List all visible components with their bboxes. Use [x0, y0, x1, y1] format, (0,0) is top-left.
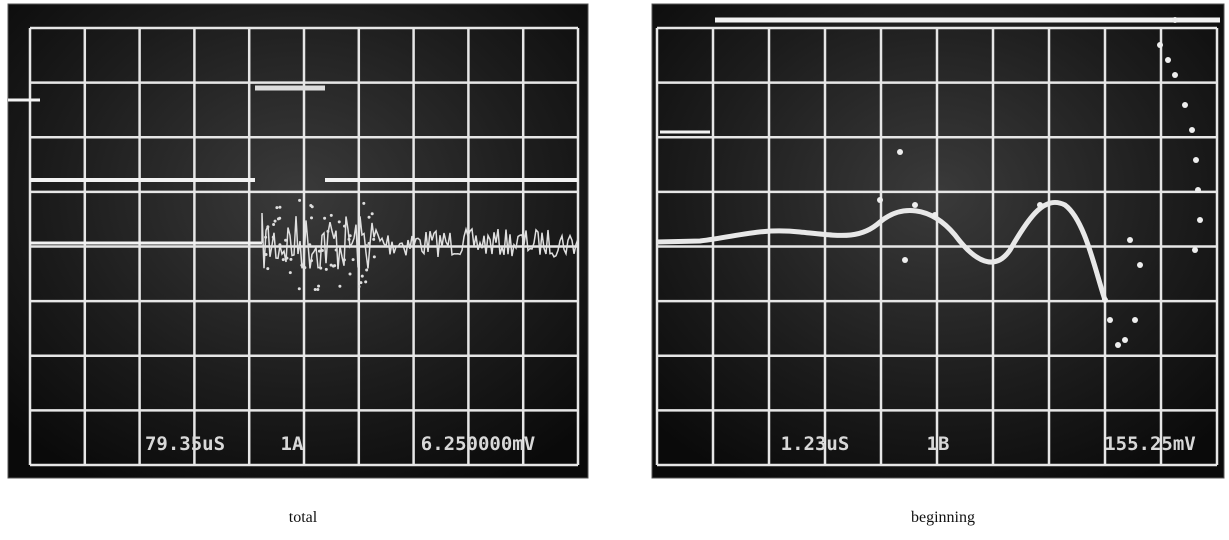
noise-dot [326, 229, 330, 233]
noise-dot [271, 235, 275, 239]
noise-dot [348, 272, 352, 276]
trace-dot [1189, 127, 1195, 133]
noise-dot [337, 220, 341, 224]
readout: 6.250000mV [421, 433, 535, 455]
noise-dot [281, 258, 285, 262]
trace-dot [1192, 247, 1198, 253]
trace-dot [1157, 42, 1163, 48]
noise-dot [347, 237, 351, 241]
noise-dot [324, 267, 328, 271]
caption: total [289, 509, 318, 526]
trace-dot [1172, 72, 1178, 78]
traces [8, 17, 1220, 301]
readouts: 79.35uS 1A 6.250000mV 1.23uS 1B 155.25mV [145, 433, 1196, 455]
noise-dot [273, 219, 277, 223]
trace-dot [1107, 317, 1113, 323]
readout: 155.25mV [1104, 433, 1196, 455]
noise-trace [261, 212, 579, 270]
noise-dot [372, 237, 376, 241]
noise-dot [362, 201, 366, 205]
noise-dot [334, 248, 338, 252]
noise-dot [289, 257, 293, 261]
noise-dot [333, 264, 337, 268]
trace-dot [877, 197, 883, 203]
noise-dot [365, 268, 369, 272]
noise-dot [284, 238, 288, 242]
noise [261, 17, 1203, 348]
noise-dot [308, 243, 312, 247]
noise-dot [275, 206, 279, 210]
trace-dot [1137, 262, 1143, 268]
noise-dot [367, 215, 371, 219]
noise-dot [351, 258, 355, 262]
noise-dot [298, 198, 302, 202]
noise-dot [278, 205, 282, 209]
trace-dot [1172, 17, 1178, 23]
trace-dot [1182, 102, 1188, 108]
noise-dot [309, 259, 313, 263]
noise-dot [310, 216, 314, 220]
trace-dot [1115, 342, 1121, 348]
noise-dot [343, 224, 347, 228]
trace-dot [1193, 157, 1199, 163]
noise-dot [309, 204, 313, 208]
trace [656, 199, 1108, 301]
noise-dot [317, 249, 321, 253]
noise-dot [370, 212, 374, 216]
noise-dot [367, 241, 371, 245]
noise-dot [303, 266, 307, 270]
readout: 1A [281, 433, 304, 455]
noise-dot [342, 258, 346, 262]
trace-dot [897, 149, 903, 155]
noise-dot [264, 235, 268, 239]
noise-dot [278, 243, 282, 247]
noise-dot [316, 287, 320, 291]
noise-dot [288, 271, 292, 275]
noise-dot [357, 285, 361, 289]
noise-dot [272, 223, 276, 227]
readout: 79.35uS [145, 433, 225, 455]
noise-dot [338, 284, 342, 288]
trace-dot [902, 257, 908, 263]
trace-dot [1037, 202, 1043, 208]
noise-dot [348, 234, 352, 238]
noise-dot [276, 217, 280, 221]
readout: 1.23uS [781, 433, 850, 455]
noise-dot [364, 280, 368, 284]
noise-dot [319, 266, 323, 270]
noise-dot [372, 255, 376, 259]
noise-dot [329, 263, 333, 267]
noise-dot [297, 287, 301, 291]
trace-dot [1195, 187, 1201, 193]
noise-dot [266, 267, 270, 271]
noise-dot [317, 284, 321, 288]
noise-dot [365, 244, 369, 248]
trace-dot [1165, 57, 1171, 63]
noise-dot [285, 256, 289, 260]
noise-dot [320, 249, 324, 253]
noise-dot [360, 274, 364, 278]
trace-dot [1197, 217, 1203, 223]
trace-dot [912, 202, 918, 208]
noise-dot [323, 216, 327, 220]
trace-dot [1102, 297, 1108, 303]
trace-dot [1122, 337, 1128, 343]
caption: beginning [911, 509, 975, 526]
trace-dot [932, 212, 938, 218]
noise-dot [264, 252, 268, 256]
readout: 1B [927, 433, 950, 455]
trace-dot [1132, 317, 1138, 323]
noise-dot [313, 287, 317, 291]
noise-dot [359, 281, 363, 285]
noise-dot [266, 225, 270, 229]
noise-dot [329, 213, 333, 217]
trace-dot [1127, 237, 1133, 243]
noise-dot [300, 263, 304, 267]
